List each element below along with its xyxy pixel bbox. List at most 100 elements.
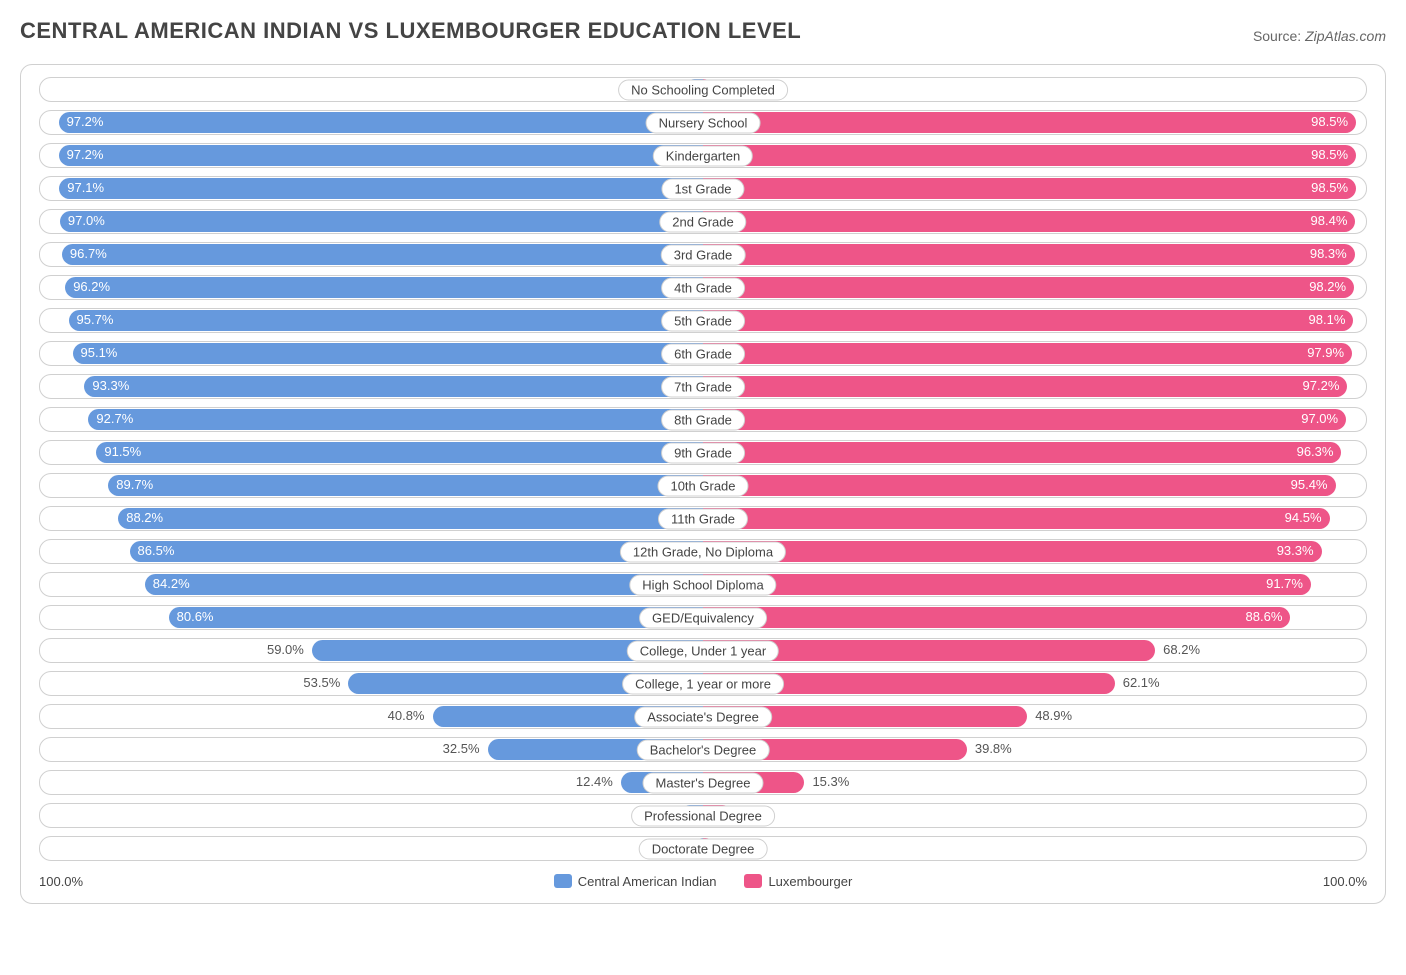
- chart-row: 84.2%91.7%High School Diploma: [39, 572, 1367, 597]
- right-half: 4.6%: [703, 804, 1366, 827]
- left-bar: 91.5%: [96, 442, 703, 463]
- chart-row: 12.4% 15.3% Master's Degree: [39, 770, 1367, 795]
- chart-legend: Central American Indian Luxembourger: [554, 874, 853, 889]
- left-bar: 97.0%: [60, 211, 703, 232]
- left-half: 86.5%: [40, 540, 703, 563]
- left-half: 80.6%: [40, 606, 703, 629]
- left-bar: 89.7%: [108, 475, 703, 496]
- right-bar: 91.7%: [703, 574, 1311, 595]
- right-half: 98.4%: [703, 210, 1366, 233]
- right-half: 98.5%: [703, 111, 1366, 134]
- chart-row-track: 96.7%98.3%3rd Grade: [39, 242, 1367, 267]
- axis-max-right: 100.0%: [1323, 874, 1367, 889]
- chart-row: 89.7%95.4%10th Grade: [39, 473, 1367, 498]
- chart-row-track: 86.5%93.3%12th Grade, No Diploma: [39, 539, 1367, 564]
- source-name: ZipAtlas.com: [1305, 28, 1386, 44]
- chart-row: 32.5%39.8%Bachelor's Degree: [39, 737, 1367, 762]
- right-pct: 98.2%: [1309, 279, 1346, 294]
- category-label: Associate's Degree: [634, 706, 772, 727]
- category-label: Kindergarten: [653, 145, 753, 166]
- legend-swatch-right: [744, 874, 762, 888]
- left-pct: 88.2%: [126, 510, 163, 525]
- chart-title: CENTRAL AMERICAN INDIAN VS LUXEMBOURGER …: [20, 18, 801, 44]
- right-pct: 62.1%: [1123, 675, 1160, 690]
- chart-row-track: 95.1% 97.9% 6th Grade: [39, 341, 1367, 366]
- chart-row: 91.5%96.3%9th Grade: [39, 440, 1367, 465]
- left-half: 88.2%: [40, 507, 703, 530]
- category-label: College, Under 1 year: [627, 640, 779, 661]
- category-label: 9th Grade: [661, 442, 745, 463]
- left-pct: 97.2%: [67, 147, 104, 162]
- left-half: 97.2%: [40, 111, 703, 134]
- right-bar: 98.5%: [703, 112, 1356, 133]
- chart-row-track: 1.5%1.9%Doctorate Degree: [39, 836, 1367, 861]
- left-pct: 96.7%: [70, 246, 107, 261]
- left-bar: 97.2%: [59, 112, 703, 133]
- chart-row-track: 97.1%98.5%1st Grade: [39, 176, 1367, 201]
- chart-row: 53.5%62.1%College, 1 year or more: [39, 671, 1367, 696]
- left-half: 95.7%: [40, 309, 703, 332]
- category-label: 1st Grade: [661, 178, 744, 199]
- right-pct: 98.5%: [1311, 147, 1348, 162]
- right-bar: 98.2%: [703, 277, 1354, 298]
- right-pct: 88.6%: [1246, 609, 1283, 624]
- category-label: 10th Grade: [657, 475, 748, 496]
- chart-row-track: 59.0% 68.2%College, Under 1 year: [39, 638, 1367, 663]
- chart-row: 97.2% 98.5% Kindergarten: [39, 143, 1367, 168]
- right-half: 15.3%: [703, 771, 1366, 794]
- category-label: 11th Grade: [658, 508, 748, 529]
- right-half: 97.9%: [703, 342, 1366, 365]
- right-pct: 98.5%: [1311, 114, 1348, 129]
- chart-row: 59.0% 68.2%College, Under 1 year: [39, 638, 1367, 663]
- left-pct: 59.0%: [267, 642, 304, 657]
- right-half: 68.2%: [703, 639, 1366, 662]
- left-pct: 97.0%: [68, 213, 105, 228]
- left-half: 97.0%: [40, 210, 703, 233]
- left-half: 95.1%: [40, 342, 703, 365]
- right-pct: 98.1%: [1309, 312, 1346, 327]
- chart-row: 95.7% 98.1% 5th Grade: [39, 308, 1367, 333]
- legend-item-left: Central American Indian: [554, 874, 717, 889]
- left-half: 96.2%: [40, 276, 703, 299]
- category-label: 5th Grade: [661, 310, 745, 331]
- right-bar: 98.5%: [703, 145, 1356, 166]
- chart-row: 40.8%48.9%Associate's Degree: [39, 704, 1367, 729]
- chart-row-track: 53.5%62.1%College, 1 year or more: [39, 671, 1367, 696]
- right-bar: 93.3%: [703, 541, 1322, 562]
- left-half: 12.4%: [40, 771, 703, 794]
- left-half: 2.8%: [40, 78, 703, 101]
- left-half: 40.8%: [40, 705, 703, 728]
- left-bar: 80.6%: [169, 607, 703, 628]
- category-label: Bachelor's Degree: [637, 739, 770, 760]
- left-pct: 12.4%: [576, 774, 613, 789]
- left-pct: 96.2%: [73, 279, 110, 294]
- right-pct: 98.5%: [1311, 180, 1348, 195]
- right-pct: 15.3%: [812, 774, 849, 789]
- chart-row-track: 2.8%1.6%No Schooling Completed: [39, 77, 1367, 102]
- left-bar: 96.2%: [65, 277, 703, 298]
- left-half: 93.3%: [40, 375, 703, 398]
- right-half: 88.6%: [703, 606, 1366, 629]
- source-label: Source:: [1253, 28, 1301, 44]
- chart-row-track: 88.2% 94.5%11th Grade: [39, 506, 1367, 531]
- chart-row-track: 3.6%4.6%Professional Degree: [39, 803, 1367, 828]
- category-label: 6th Grade: [661, 343, 745, 364]
- right-pct: 97.9%: [1307, 345, 1344, 360]
- left-bar: 93.3%: [84, 376, 703, 397]
- right-bar: 98.4%: [703, 211, 1355, 232]
- category-label: Master's Degree: [643, 772, 764, 793]
- right-bar: 94.5%: [703, 508, 1330, 529]
- right-half: 98.5%: [703, 177, 1366, 200]
- left-half: 1.5%: [40, 837, 703, 860]
- category-label: Doctorate Degree: [639, 838, 768, 859]
- right-half: 91.7%: [703, 573, 1366, 596]
- right-half: 1.9%: [703, 837, 1366, 860]
- right-pct: 98.4%: [1311, 213, 1348, 228]
- left-pct: 91.5%: [104, 444, 141, 459]
- right-bar: 98.5%: [703, 178, 1356, 199]
- left-pct: 80.6%: [177, 609, 214, 624]
- right-half: 97.2%: [703, 375, 1366, 398]
- chart-row-track: 92.7%97.0%8th Grade: [39, 407, 1367, 432]
- right-half: 39.8%: [703, 738, 1366, 761]
- right-half: 98.2%: [703, 276, 1366, 299]
